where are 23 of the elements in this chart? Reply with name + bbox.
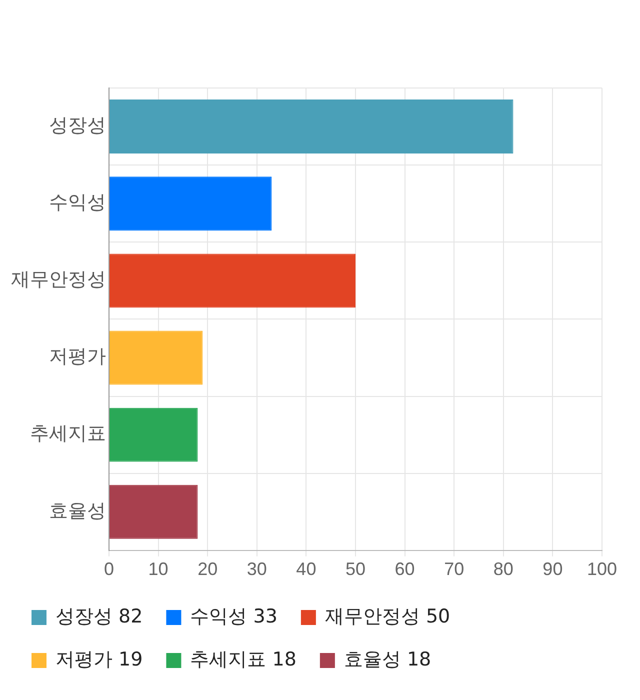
x-tick-label: 90 <box>542 559 563 580</box>
y-tick-label: 저평가 <box>49 346 106 368</box>
x-tick-label: 100 <box>586 559 618 580</box>
x-tick-label: 30 <box>246 559 267 580</box>
x-tick-label: 70 <box>444 559 464 580</box>
y-tick-label: 효율성 <box>49 500 106 522</box>
legend-label: 성장성 82 <box>56 605 143 628</box>
legend-label: 저평가 19 <box>56 648 143 670</box>
x-tick-label: 80 <box>493 559 514 580</box>
y-tick-label: 수익성 <box>49 192 106 214</box>
legend-label: 효율성 18 <box>344 648 432 670</box>
legend-label: 수익성 33 <box>190 605 278 628</box>
legend-label: 재무안정성 50 <box>324 605 450 628</box>
x-tick-label: 20 <box>198 559 218 580</box>
x-tick-label: 50 <box>345 559 366 580</box>
x-tick-label: 10 <box>148 559 168 580</box>
x-tick-label: 0 <box>104 559 114 580</box>
x-tick-label: 60 <box>394 559 415 580</box>
legend-label: 추세지표 18 <box>190 648 296 670</box>
y-tick-label: 추세지표 <box>30 422 106 445</box>
y-tick-label: 성장성 <box>49 114 106 136</box>
x-tick-label: 40 <box>296 559 316 580</box>
y-tick-label: 재무안정성 <box>11 268 106 291</box>
